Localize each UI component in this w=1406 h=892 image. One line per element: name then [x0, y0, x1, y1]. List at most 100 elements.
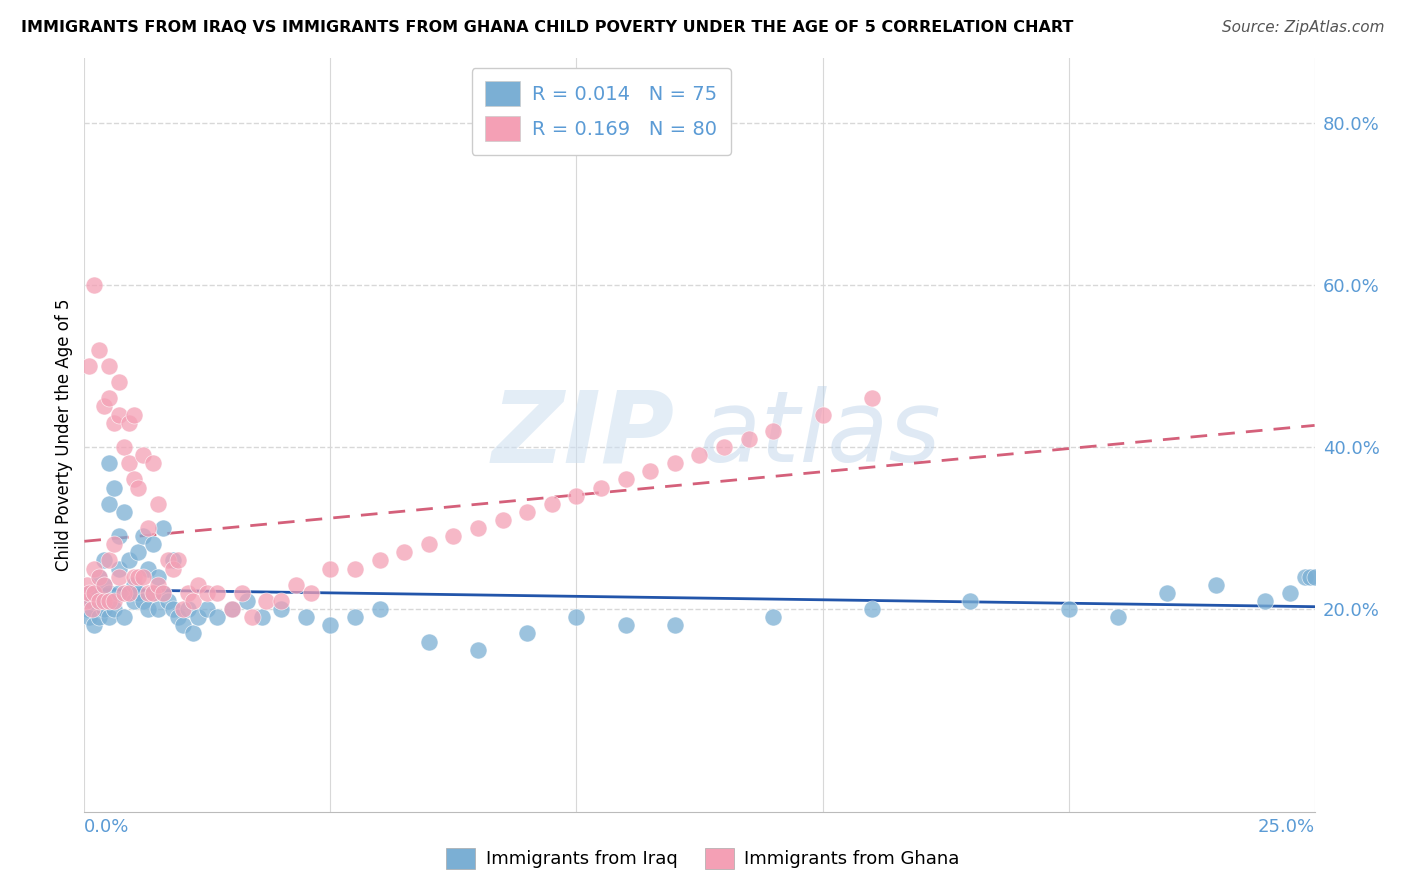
Point: [93, 602, 115, 616]
Point: [162, 602, 184, 616]
Point: [108, 586, 131, 600]
Point: [79, 359, 101, 373]
Point: [98, 359, 120, 373]
Point: [118, 586, 141, 600]
Point: [132, 529, 155, 543]
Point: [591, 481, 613, 495]
Point: [1303, 570, 1326, 584]
Point: [181, 594, 204, 608]
Point: [240, 610, 263, 624]
Point: [207, 586, 229, 600]
Point: [128, 586, 150, 600]
Point: [87, 570, 111, 584]
Point: [112, 505, 135, 519]
Point: [152, 586, 174, 600]
Point: [128, 545, 150, 559]
Point: [172, 602, 194, 616]
Point: [87, 594, 111, 608]
Point: [98, 553, 120, 567]
Point: [83, 586, 105, 600]
Point: [76, 602, 98, 616]
Point: [614, 472, 637, 486]
Point: [132, 594, 155, 608]
Point: [128, 570, 150, 584]
Point: [87, 343, 111, 357]
Text: 25.0%: 25.0%: [1257, 818, 1315, 836]
Point: [83, 561, 105, 575]
Point: [172, 618, 194, 632]
Point: [959, 594, 981, 608]
Point: [1254, 594, 1277, 608]
Point: [132, 448, 155, 462]
Point: [664, 618, 686, 632]
Point: [860, 392, 883, 406]
Point: [79, 610, 101, 624]
Point: [108, 529, 131, 543]
Point: [197, 586, 219, 600]
Point: [122, 472, 145, 486]
Point: [79, 586, 101, 600]
Point: [1107, 610, 1129, 624]
Point: [142, 537, 165, 551]
Point: [76, 578, 98, 592]
Point: [344, 561, 367, 575]
Point: [93, 594, 115, 608]
Point: [87, 594, 111, 608]
Point: [614, 618, 637, 632]
Point: [860, 602, 883, 616]
Point: [295, 610, 318, 624]
Point: [197, 602, 219, 616]
Point: [138, 586, 160, 600]
Point: [103, 481, 125, 495]
Point: [118, 456, 141, 470]
Legend: Immigrants from Iraq, Immigrants from Ghana: Immigrants from Iraq, Immigrants from Gh…: [439, 840, 967, 876]
Point: [394, 545, 416, 559]
Point: [516, 626, 538, 640]
Point: [142, 586, 165, 600]
Y-axis label: Child Poverty Under the Age of 5: Child Poverty Under the Age of 5: [55, 299, 73, 571]
Point: [132, 570, 155, 584]
Point: [152, 586, 174, 600]
Point: [142, 586, 165, 600]
Text: 0.0%: 0.0%: [84, 818, 129, 836]
Point: [1156, 586, 1178, 600]
Point: [299, 586, 322, 600]
Point: [207, 610, 229, 624]
Point: [162, 553, 184, 567]
Point: [122, 570, 145, 584]
Point: [565, 610, 588, 624]
Point: [181, 626, 204, 640]
Point: [142, 456, 165, 470]
Point: [157, 553, 180, 567]
Point: [103, 537, 125, 551]
Point: [103, 594, 125, 608]
Point: [368, 553, 391, 567]
Point: [186, 578, 209, 592]
Point: [83, 277, 105, 292]
Point: [516, 505, 538, 519]
Point: [250, 610, 273, 624]
Point: [221, 602, 243, 616]
Point: [148, 602, 170, 616]
Point: [284, 578, 308, 592]
Point: [83, 586, 105, 600]
Point: [443, 529, 465, 543]
Point: [118, 553, 141, 567]
Point: [108, 561, 131, 575]
Point: [148, 578, 170, 592]
Point: [162, 561, 184, 575]
Point: [270, 602, 292, 616]
Point: [221, 602, 243, 616]
Point: [319, 618, 342, 632]
Point: [166, 610, 188, 624]
Point: [811, 408, 834, 422]
Point: [112, 586, 135, 600]
Point: [1057, 602, 1080, 616]
Point: [87, 610, 111, 624]
Point: [344, 610, 367, 624]
Point: [738, 432, 761, 446]
Point: [118, 416, 141, 430]
Point: [492, 513, 515, 527]
Point: [319, 561, 342, 575]
Point: [98, 594, 120, 608]
